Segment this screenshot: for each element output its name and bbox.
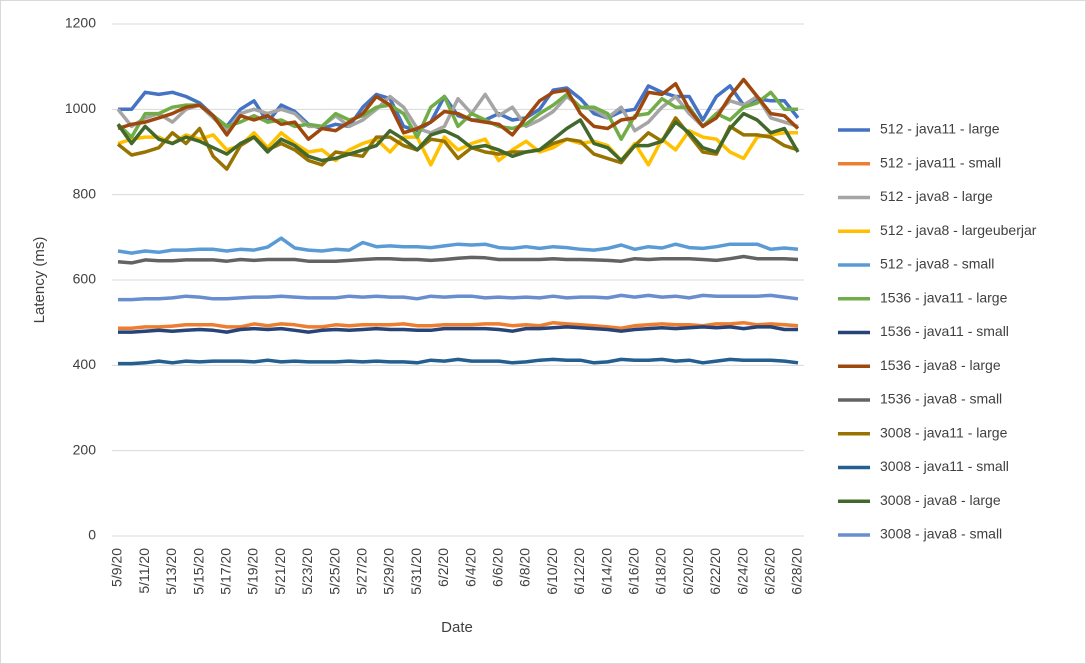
x-tick-label: 6/24/20 xyxy=(734,548,750,595)
x-tick-label: 5/13/20 xyxy=(163,548,179,595)
series-line xyxy=(117,254,799,265)
y-tick-label: 400 xyxy=(73,356,97,372)
legend-label: 512 - java11 - small xyxy=(880,154,1001,170)
x-tick-label: 6/14/20 xyxy=(598,548,614,595)
legend-label: 1536 - java11 - small xyxy=(880,323,1009,339)
legend-label: 512 - java8 - largeuberjar xyxy=(880,222,1037,238)
x-tick-label: 6/10/20 xyxy=(544,548,560,595)
legend-label: 1536 - java8 - small xyxy=(880,391,1002,407)
legend-label: 3008 - java8 - large xyxy=(880,492,1001,508)
x-tick-label: 6/20/20 xyxy=(680,548,696,595)
x-tick-label: 5/15/20 xyxy=(190,548,206,595)
x-tick-label: 5/23/20 xyxy=(299,548,315,595)
x-tick-label: 6/4/20 xyxy=(462,548,478,587)
x-axis-title: Date xyxy=(441,619,473,636)
series-line xyxy=(118,84,800,133)
legend-label: 1536 - java8 - large xyxy=(880,357,1001,373)
x-tick-label: 5/27/20 xyxy=(354,548,370,595)
x-tick-label: 6/12/20 xyxy=(571,548,587,595)
series-line xyxy=(117,236,799,255)
y-axis-title: Latency (ms) xyxy=(31,237,48,324)
legend-label: 3008 - java11 - large xyxy=(880,424,1008,440)
series-line xyxy=(118,320,799,330)
y-tick-label: 600 xyxy=(73,271,97,287)
x-tick-label: 5/17/20 xyxy=(218,548,234,595)
x-tick-label: 5/29/20 xyxy=(381,548,397,595)
x-tick-label: 5/19/20 xyxy=(245,548,261,595)
x-tick-label: 6/16/20 xyxy=(626,548,642,595)
legend-label: 512 - java8 - large xyxy=(880,188,993,204)
x-tick-label: 5/25/20 xyxy=(326,548,342,595)
series-line xyxy=(117,77,800,141)
x-tick-label: 5/11/20 xyxy=(136,548,152,594)
x-tick-label: 5/31/20 xyxy=(408,548,424,595)
y-tick-label: 0 xyxy=(88,527,96,543)
x-tick-label: 5/9/20 xyxy=(109,548,125,587)
x-tick-label: 6/2/20 xyxy=(435,548,451,587)
x-tick-label: 6/22/20 xyxy=(707,548,723,595)
legend-label: 512 - java8 - small xyxy=(880,256,994,272)
series-line xyxy=(116,111,800,163)
x-tick-label: 6/26/20 xyxy=(762,548,778,595)
series-line xyxy=(118,357,799,366)
x-tick-label: 6/8/20 xyxy=(517,548,533,587)
x-tick-label: 5/21/20 xyxy=(272,548,288,595)
x-tick-label: 6/28/20 xyxy=(789,548,805,595)
series-line xyxy=(118,293,799,302)
legend-label: 512 - java11 - large xyxy=(880,121,1000,137)
legend-label: 3008 - java11 - small xyxy=(880,458,1009,474)
legend-label: 1536 - java11 - large xyxy=(880,289,1008,305)
y-tick-label: 1000 xyxy=(65,100,96,116)
legend-label: 3008 - java8 - small xyxy=(880,526,1002,542)
y-tick-label: 800 xyxy=(73,185,97,201)
y-tick-label: 200 xyxy=(73,441,97,457)
series-line xyxy=(116,90,798,141)
x-tick-label: 6/18/20 xyxy=(653,548,669,595)
x-tick-label: 6/6/20 xyxy=(490,548,506,587)
y-tick-label: 1200 xyxy=(65,15,96,31)
series-line xyxy=(118,325,798,334)
